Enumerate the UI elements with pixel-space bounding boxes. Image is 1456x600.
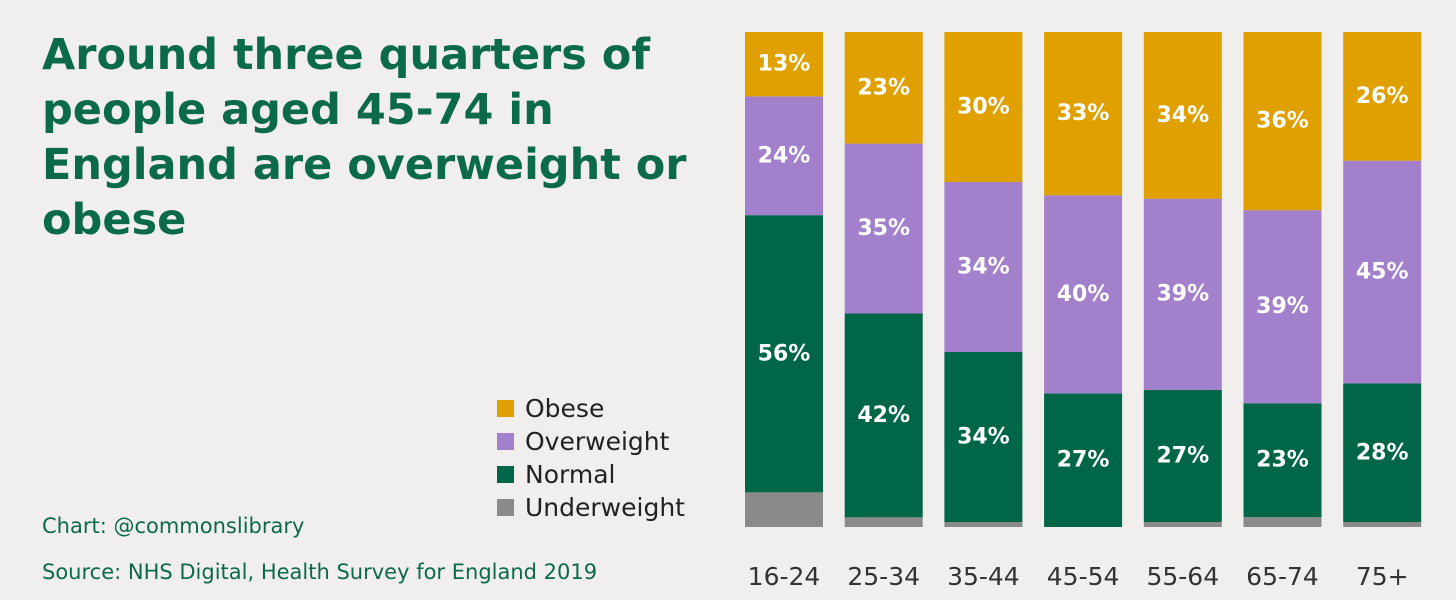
- chart-title: Around three quarters of people aged 45-…: [42, 30, 687, 245]
- bar-segment-underweight-75+: [1343, 522, 1422, 527]
- data-label-overweight-25-34: 35%: [857, 216, 910, 241]
- bar-segment-underweight-16-24: [745, 492, 823, 527]
- bar-segment-overweight-35-44: [944, 182, 1023, 352]
- legend-label-obese: Obese: [525, 394, 605, 423]
- chart-source: Source: NHS Digital, Health Survey for E…: [42, 560, 598, 584]
- bar-segment-underweight-55-64: [1143, 522, 1222, 527]
- legend: Obese Overweight Normal Underweight: [497, 392, 685, 524]
- data-label-obese-35-44: 30%: [957, 95, 1010, 120]
- data-label-overweight-35-44: 34%: [957, 255, 1010, 280]
- bar-segment-normal-25-34: [844, 313, 923, 518]
- data-label-obese-75+: 26%: [1356, 84, 1409, 109]
- legend-label-normal: Normal: [525, 460, 616, 489]
- bar-segment-obese-25-34: [844, 32, 923, 144]
- x-tick-label-16-24: 16-24: [748, 562, 821, 591]
- data-label-normal-35-44: 34%: [957, 425, 1010, 450]
- legend-label-underweight: Underweight: [525, 493, 685, 522]
- bar-segment-underweight-65-74: [1243, 517, 1322, 527]
- legend-item-normal: Normal: [497, 458, 685, 491]
- bar-segment-overweight-25-34: [844, 143, 923, 314]
- data-label-obese-16-24: 13%: [758, 52, 811, 77]
- data-label-overweight-45-54: 40%: [1057, 282, 1110, 307]
- bar-segment-obese-35-44: [944, 32, 1023, 182]
- bar-segment-normal-75+: [1343, 383, 1422, 523]
- bar-segment-normal-45-54: [1044, 393, 1123, 527]
- bar-segment-obese-75+: [1343, 32, 1422, 161]
- x-tick-label-75+: 75+: [1356, 562, 1409, 591]
- bar-segment-underweight-35-44: [944, 522, 1023, 527]
- bar-segment-obese-65-74: [1243, 32, 1322, 211]
- legend-item-obese: Obese: [497, 392, 685, 425]
- x-tick-label-65-74: 65-74: [1246, 562, 1319, 591]
- bar-segment-overweight-75+: [1343, 160, 1422, 384]
- legend-label-overweight: Overweight: [525, 427, 670, 456]
- bar-segment-obese-45-54: [1044, 32, 1123, 196]
- data-label-normal-75+: 28%: [1356, 440, 1409, 465]
- data-label-normal-25-34: 42%: [857, 403, 910, 428]
- bar-segment-normal-55-64: [1143, 389, 1222, 523]
- data-label-normal-55-64: 27%: [1156, 443, 1209, 468]
- bar-segment-overweight-55-64: [1143, 198, 1222, 390]
- data-label-obese-65-74: 36%: [1256, 109, 1309, 134]
- bar-segment-obese-55-64: [1143, 32, 1222, 199]
- x-tick-label-35-44: 35-44: [947, 562, 1020, 591]
- legend-item-underweight: Underweight: [497, 491, 685, 524]
- data-label-overweight-16-24: 24%: [758, 143, 811, 168]
- legend-swatch-obese: [497, 400, 514, 417]
- data-label-overweight-55-64: 39%: [1156, 282, 1209, 307]
- bar-segment-obese-16-24: [745, 32, 823, 97]
- data-label-normal-16-24: 56%: [758, 341, 811, 366]
- x-tick-label-25-34: 25-34: [847, 562, 920, 591]
- bar-segment-overweight-65-74: [1243, 210, 1322, 404]
- data-label-obese-55-64: 34%: [1156, 103, 1209, 128]
- legend-swatch-underweight: [497, 499, 514, 516]
- x-tick-label-45-54: 45-54: [1047, 562, 1120, 591]
- legend-swatch-normal: [497, 466, 514, 483]
- data-label-overweight-65-74: 39%: [1256, 294, 1309, 319]
- data-label-normal-45-54: 27%: [1057, 448, 1110, 473]
- bar-segment-overweight-16-24: [745, 96, 823, 216]
- data-label-overweight-75+: 45%: [1356, 260, 1409, 285]
- bar-segment-overweight-45-54: [1044, 195, 1123, 394]
- data-label-obese-25-34: 23%: [857, 75, 910, 100]
- data-label-normal-65-74: 23%: [1256, 448, 1309, 473]
- bar-segment-normal-35-44: [944, 352, 1023, 522]
- bar-segment-normal-16-24: [745, 215, 823, 493]
- data-label-obese-45-54: 33%: [1057, 101, 1110, 126]
- chart-credit: Chart: @commonslibrary: [42, 514, 305, 538]
- legend-swatch-overweight: [497, 433, 514, 450]
- bar-segment-normal-65-74: [1243, 403, 1322, 518]
- bar-segment-underweight-25-34: [844, 517, 923, 527]
- legend-item-overweight: Overweight: [497, 425, 685, 458]
- x-tick-label-55-64: 55-64: [1146, 562, 1219, 591]
